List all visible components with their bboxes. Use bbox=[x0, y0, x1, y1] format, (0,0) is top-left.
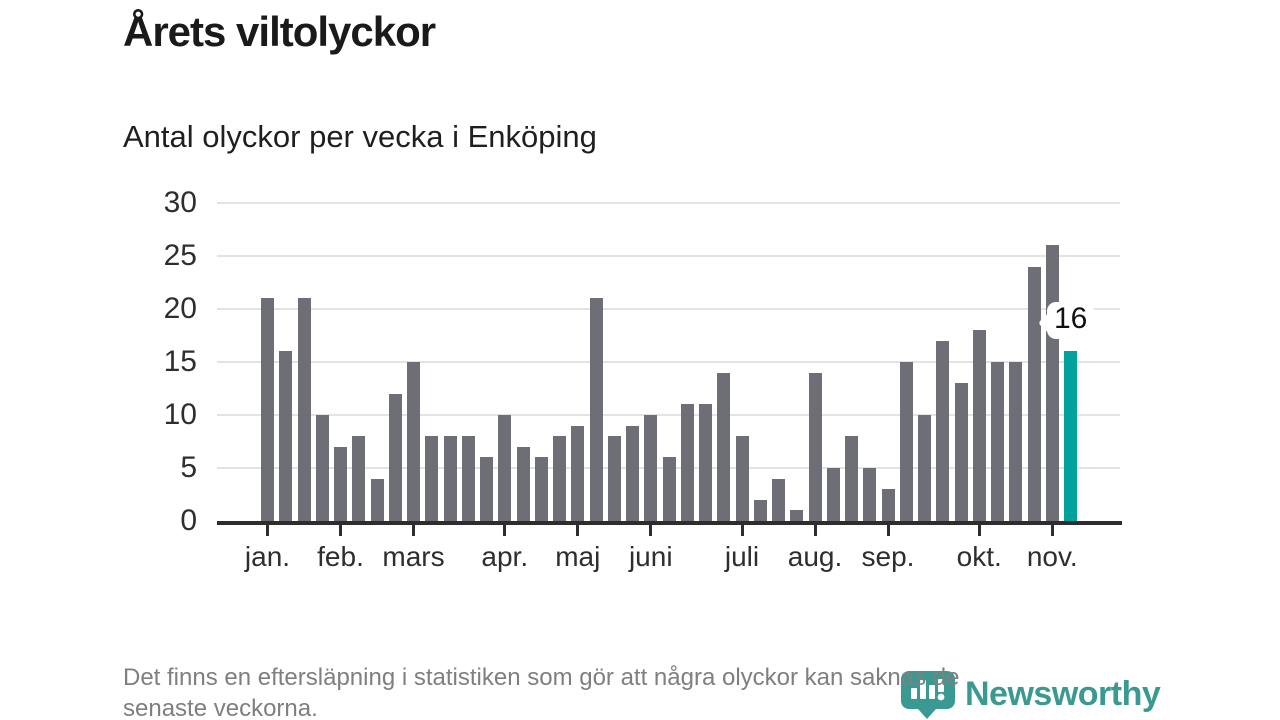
x-axis-label-nov: nov. bbox=[1026, 541, 1078, 572]
bar-week bbox=[1028, 267, 1041, 521]
bar-week bbox=[608, 436, 621, 521]
gridline-y10 bbox=[217, 414, 1120, 416]
bar-week bbox=[973, 330, 986, 521]
y-axis-label-25: 25 bbox=[163, 239, 197, 272]
y-axis-label-20: 20 bbox=[163, 292, 197, 325]
bar-week bbox=[918, 415, 931, 521]
bar-week bbox=[352, 436, 365, 521]
y-axis-label-15: 15 bbox=[163, 345, 197, 378]
bar-week bbox=[571, 426, 584, 521]
bar-week bbox=[444, 436, 457, 521]
x-axis-tick-apr bbox=[503, 525, 506, 536]
x-axis-tick-mars bbox=[412, 525, 415, 536]
y-axis-label-5: 5 bbox=[180, 451, 197, 484]
x-axis-label-mars: mars bbox=[382, 541, 445, 572]
bar-week bbox=[663, 457, 676, 521]
x-axis-label-juli: juli bbox=[724, 541, 760, 572]
bar-week bbox=[936, 341, 949, 521]
bar-week bbox=[882, 489, 895, 521]
bar-week bbox=[717, 373, 730, 521]
x-axis-label-aug: aug. bbox=[787, 541, 843, 572]
bar-week bbox=[535, 457, 548, 521]
footnote-line: senaste veckorna. bbox=[123, 695, 318, 720]
bar-week bbox=[809, 373, 822, 521]
bar-week bbox=[955, 383, 968, 521]
newsworthy-logo: Newsworthy bbox=[901, 671, 1161, 720]
bar-week-highlighted bbox=[1064, 351, 1077, 521]
bar-week bbox=[681, 404, 694, 521]
x-axis-label-feb: feb. bbox=[317, 541, 364, 572]
bar-week bbox=[316, 415, 329, 521]
bar-week bbox=[900, 362, 913, 521]
bar-week bbox=[790, 510, 803, 521]
y-axis-label-10: 10 bbox=[163, 398, 197, 431]
x-axis-tick-maj bbox=[576, 525, 579, 536]
bar-week bbox=[553, 436, 566, 521]
x-axis-tick-feb bbox=[339, 525, 342, 536]
bar-week bbox=[1046, 245, 1059, 521]
bar-week bbox=[279, 351, 292, 521]
x-axis-tick-jan bbox=[266, 525, 269, 536]
bar-week bbox=[772, 479, 785, 521]
bar-week bbox=[845, 436, 858, 521]
bar-week bbox=[371, 479, 384, 521]
bar-week bbox=[334, 447, 347, 521]
gridline-y20 bbox=[217, 308, 1120, 310]
bar-week bbox=[1009, 362, 1022, 521]
x-axis-tick-juli bbox=[741, 525, 744, 536]
x-axis-label-sep: sep. bbox=[861, 541, 915, 572]
bar-week bbox=[407, 362, 420, 521]
bar-week bbox=[425, 436, 438, 521]
bar-week bbox=[699, 404, 712, 521]
bar-week bbox=[754, 500, 767, 521]
bar-week bbox=[261, 298, 274, 521]
x-axis-tick-sep bbox=[887, 525, 890, 536]
bar-week bbox=[498, 415, 511, 521]
bar-week bbox=[298, 298, 311, 521]
bar-chart-plot-area bbox=[217, 202, 1122, 525]
bar-week bbox=[626, 426, 639, 521]
bar-week bbox=[827, 468, 840, 521]
gridline-y15 bbox=[217, 361, 1120, 363]
chart-subtitle: Antal olyckor per vecka i Enköping bbox=[123, 119, 597, 154]
page-title: Årets viltolyckor bbox=[123, 8, 436, 55]
bar-week bbox=[590, 298, 603, 521]
gridline-y25 bbox=[217, 255, 1120, 257]
footnote-line: Det finns en eftersläpning i statistiken… bbox=[123, 664, 960, 691]
x-axis-label-jan: jan. bbox=[244, 541, 291, 572]
x-axis-label-juni: juni bbox=[628, 541, 673, 572]
bar-week bbox=[736, 436, 749, 521]
highlight-value-callout: 16 bbox=[1047, 302, 1095, 339]
footnote: Det finns en eftersläpning i statistiken… bbox=[123, 662, 959, 720]
x-axis-tick-nov bbox=[1051, 525, 1054, 536]
bar-week bbox=[644, 415, 657, 521]
x-axis-label-okt: okt. bbox=[956, 541, 1002, 572]
newsworthy-logo-text: Newsworthy bbox=[965, 675, 1161, 713]
bar-week bbox=[991, 362, 1004, 521]
bar-week bbox=[480, 457, 493, 521]
y-axis-label-0: 0 bbox=[180, 504, 197, 537]
y-axis-label-30: 30 bbox=[163, 186, 197, 219]
x-axis-tick-okt bbox=[978, 525, 981, 536]
gridline-y30 bbox=[217, 202, 1120, 204]
x-axis-tick-aug bbox=[814, 525, 817, 536]
x-axis-label-maj: maj bbox=[555, 541, 601, 572]
bar-week bbox=[389, 394, 402, 521]
x-axis-tick-juni bbox=[649, 525, 652, 536]
bar-week bbox=[517, 447, 530, 521]
bar-week bbox=[462, 436, 475, 521]
newsworthy-chart-bubble-icon bbox=[901, 671, 955, 720]
x-axis-label-apr: apr. bbox=[481, 541, 529, 572]
bar-week bbox=[863, 468, 876, 521]
